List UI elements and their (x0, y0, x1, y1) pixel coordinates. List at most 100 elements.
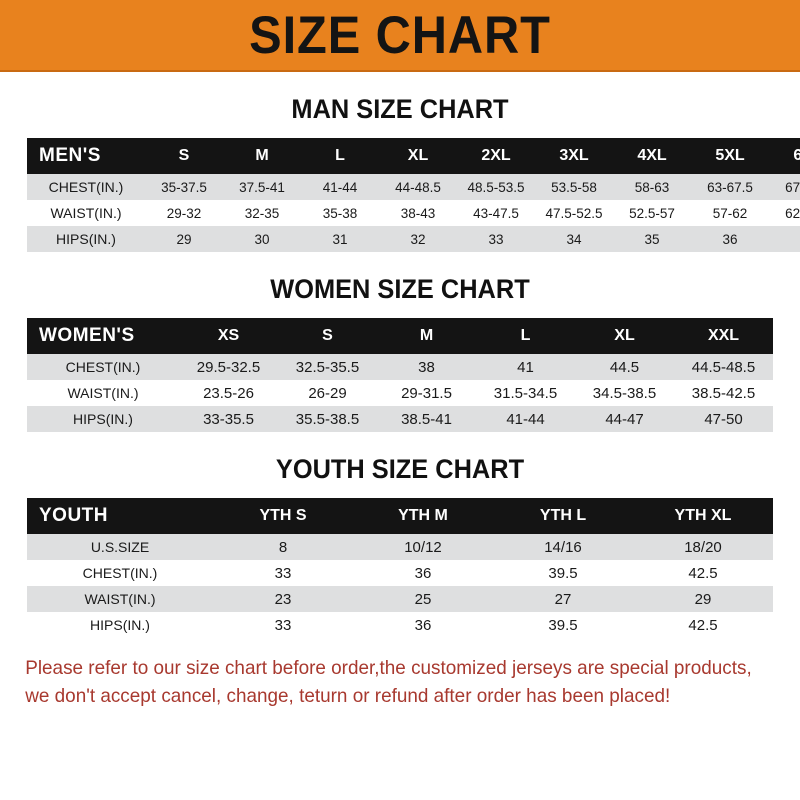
youth-measure-value: 33 (213, 612, 353, 638)
youth-measure-value: 39.5 (493, 612, 633, 638)
youth-measure-label: U.S.SIZE (27, 534, 213, 560)
youth-measure-value: 29 (633, 586, 773, 612)
youth-size-header-yth-xl: YTH XL (633, 498, 773, 534)
women-size-header-xxl: XXL (674, 318, 773, 354)
men-measure-value: 67.5-72 (769, 174, 800, 200)
men-size-header-s: S (145, 138, 223, 174)
women-measure-value: 47-50 (674, 406, 773, 432)
men-measure-value: 43-47.5 (457, 200, 535, 226)
men-size-header-2xl: 2XL (457, 138, 535, 174)
women-measure-value: 44-47 (575, 406, 674, 432)
man-size-table: MEN'S SMLXL2XL3XL4XL5XL6XL CHEST(IN.)35-… (27, 138, 800, 252)
women-measure-value: 41-44 (476, 406, 575, 432)
men-measure-value: 58-63 (613, 174, 691, 200)
men-measure-value: 53.5-58 (535, 174, 613, 200)
youth-table-head: YOUTH YTH S YTH M YTH L YTH XL (27, 498, 773, 534)
men-measure-value: 62-66.5 (769, 200, 800, 226)
men-measure-value: 37.5-41 (223, 174, 301, 200)
men-measure-value: 57-62 (691, 200, 769, 226)
man-size-chart-wrap: MEN'S SMLXL2XL3XL4XL5XL6XL CHEST(IN.)35-… (0, 138, 800, 252)
youth-measure-value: 10/12 (353, 534, 493, 560)
women-measure-label: WAIST(IN.) (27, 380, 179, 406)
women-measure-value: 44.5-48.5 (674, 354, 773, 380)
youth-row-header-label: YOUTH (27, 498, 213, 534)
youth-size-header-yth-l: YTH L (493, 498, 633, 534)
youth-measure-value: 42.5 (633, 612, 773, 638)
men-measure-value: 41-44 (301, 174, 379, 200)
women-size-header-s: S (278, 318, 377, 354)
table-row: HIPS(IN.)293031323334353637 (27, 226, 800, 252)
youth-measure-value: 36 (353, 612, 493, 638)
men-size-header-l: L (301, 138, 379, 174)
women-size-header-xl: XL (575, 318, 674, 354)
women-measure-value: 23.5-26 (179, 380, 278, 406)
men-size-header-3xl: 3XL (535, 138, 613, 174)
women-measure-value: 32.5-35.5 (278, 354, 377, 380)
women-measure-label: CHEST(IN.) (27, 354, 179, 380)
youth-measure-value: 27 (493, 586, 633, 612)
man-section-title: MAN SIZE CHART (291, 94, 509, 124)
man-row-header-label: MEN'S (27, 138, 145, 174)
men-size-header-xl: XL (379, 138, 457, 174)
men-measure-label: CHEST(IN.) (27, 174, 145, 200)
men-measure-label: WAIST(IN.) (27, 200, 145, 226)
page-title: SIZE CHART (249, 5, 551, 65)
youth-measure-value: 25 (353, 586, 493, 612)
men-measure-value: 36 (691, 226, 769, 252)
table-row: WAIST(IN.) 23 25 27 29 (27, 586, 773, 612)
order-policy-note: Please refer to our size chart before or… (0, 654, 776, 710)
women-measure-value: 26-29 (278, 380, 377, 406)
women-measure-value: 44.5 (575, 354, 674, 380)
men-measure-value: 38-43 (379, 200, 457, 226)
youth-measure-label: WAIST(IN.) (27, 586, 213, 612)
youth-size-header-yth-s: YTH S (213, 498, 353, 534)
youth-measure-value: 18/20 (633, 534, 773, 560)
men-size-header-m: M (223, 138, 301, 174)
youth-measure-label: CHEST(IN.) (27, 560, 213, 586)
men-measure-value: 48.5-53.5 (457, 174, 535, 200)
youth-measure-value: 14/16 (493, 534, 633, 560)
women-measure-value: 29-31.5 (377, 380, 476, 406)
page-banner: SIZE CHART (0, 0, 800, 72)
table-row: HIPS(IN.) 33-35.5 35.5-38.5 38.5-41 41-44 44-… (27, 406, 773, 432)
youth-measure-value: 23 (213, 586, 353, 612)
women-measure-label: HIPS(IN.) (27, 406, 179, 432)
women-size-header-l: L (476, 318, 575, 354)
men-measure-label: HIPS(IN.) (27, 226, 145, 252)
table-row: CHEST(IN.) 35-37.5 37.5-41 41-44 44-48.5 48.5… (27, 174, 800, 200)
women-measure-value: 33-35.5 (179, 406, 278, 432)
men-measure-value: 29-32 (145, 200, 223, 226)
men-measure-value: 35-37.5 (145, 174, 223, 200)
women-measure-value: 38 (377, 354, 476, 380)
table-row: WAIST(IN.) 23.5-26 26-29 29-31.5 31.5-34.5 34… (27, 380, 773, 406)
men-measure-value: 44-48.5 (379, 174, 457, 200)
men-measure-value: 33 (457, 226, 535, 252)
youth-measure-value: 8 (213, 534, 353, 560)
man-table-body: CHEST(IN.) 35-37.5 37.5-41 41-44 44-48.5 48.5… (27, 174, 800, 252)
women-table-head: WOMEN'S XS S M L XL XXL (27, 318, 773, 354)
table-row: CHEST(IN.) 29.5-32.5 32.5-35.5 38 41 44.5 44.5… (27, 354, 773, 380)
men-measure-value: 37 (769, 226, 800, 252)
women-measure-value: 29.5-32.5 (179, 354, 278, 380)
men-measure-value: 52.5-57 (613, 200, 691, 226)
youth-size-chart-wrap: YOUTH YTH S YTH M YTH L YTH XL U.S.SIZE 8 10/… (0, 498, 800, 638)
men-size-header-4xl: 4XL (613, 138, 691, 174)
youth-size-header-yth-m: YTH M (353, 498, 493, 534)
youth-measure-label: HIPS(IN.) (27, 612, 213, 638)
table-row: HIPS(IN.) 33 36 39.5 42.5 (27, 612, 773, 638)
man-header-row: MEN'S SMLXL2XL3XL4XL5XL6XL (27, 138, 800, 174)
table-row: U.S.SIZE 8 10/12 14/16 18/20 (27, 534, 773, 560)
women-size-table: WOMEN'S XS S M L XL XXL CHEST(IN.) 29.5-32.5 32… (27, 318, 773, 432)
youth-measure-value: 33 (213, 560, 353, 586)
youth-section-title: YOUTH SIZE CHART (275, 454, 525, 484)
men-measure-value: 29 (145, 226, 223, 252)
youth-table-body: U.S.SIZE 8 10/12 14/16 18/20 CHEST(IN.) 33 36 39… (27, 534, 773, 638)
men-measure-value: 35-38 (301, 200, 379, 226)
men-measure-value: 31 (301, 226, 379, 252)
women-row-header-label: WOMEN'S (27, 318, 179, 354)
table-row: CHEST(IN.) 33 36 39.5 42.5 (27, 560, 773, 586)
men-measure-value: 32-35 (223, 200, 301, 226)
women-section-title: WOMEN SIZE CHART (270, 274, 530, 304)
youth-measure-value: 42.5 (633, 560, 773, 586)
